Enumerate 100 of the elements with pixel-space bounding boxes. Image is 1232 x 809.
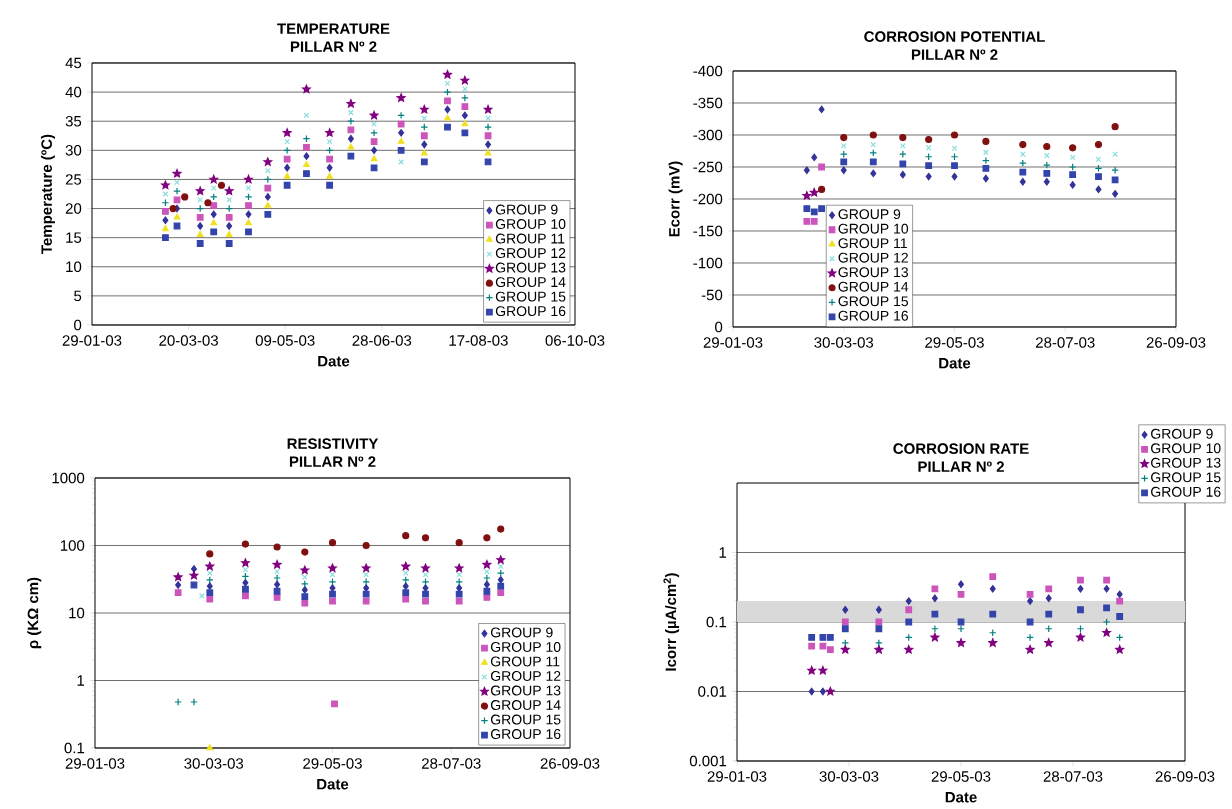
point	[402, 532, 410, 540]
legend-label: GROUP 13	[1151, 457, 1221, 468]
legend-label: GROUP 15	[490, 714, 561, 725]
point	[162, 208, 169, 215]
point	[402, 589, 410, 597]
point	[326, 181, 334, 189]
point	[443, 88, 452, 96]
x-tick-label: 26-09-03	[1155, 771, 1215, 782]
point	[347, 134, 354, 143]
point	[325, 128, 335, 137]
point	[802, 191, 812, 200]
point	[347, 117, 355, 126]
point	[371, 146, 378, 155]
point	[347, 152, 355, 160]
point	[460, 75, 470, 85]
point	[1043, 152, 1050, 159]
point	[422, 571, 429, 578]
point	[875, 605, 882, 614]
point	[930, 632, 940, 642]
point	[204, 199, 212, 207]
point	[210, 185, 217, 192]
point	[402, 582, 409, 590]
point	[1026, 633, 1034, 642]
y-tick-label: 10	[69, 607, 85, 619]
point	[483, 574, 491, 582]
y-tick-label: 0	[715, 321, 723, 333]
point	[818, 163, 826, 171]
point	[1112, 190, 1119, 198]
point	[869, 149, 878, 157]
point	[455, 590, 463, 598]
point	[217, 181, 226, 189]
point	[348, 109, 354, 116]
point	[484, 158, 492, 166]
y-tick-label: 0.1	[64, 742, 85, 754]
point	[483, 534, 491, 542]
point	[282, 128, 292, 137]
x-tick-label: 17-08-03	[449, 335, 508, 346]
point	[362, 541, 370, 550]
point	[346, 99, 356, 108]
y-tick-label: 100	[60, 540, 85, 551]
point	[1077, 576, 1084, 584]
point	[951, 172, 958, 181]
point	[484, 132, 492, 140]
point	[870, 169, 877, 178]
chart-title: RESISTIVITY	[287, 438, 379, 449]
x-tick-label: 09-05-03	[255, 335, 315, 346]
y-tick-label: 30	[65, 145, 82, 156]
point	[825, 686, 835, 696]
point	[347, 143, 355, 150]
legend-label: GROUP 13	[838, 267, 909, 278]
point	[195, 186, 205, 195]
point	[274, 580, 281, 589]
x-axis-title: Date	[318, 356, 350, 367]
point	[840, 166, 847, 174]
x-tick-label: 29-01-03	[62, 335, 122, 346]
point	[483, 104, 493, 114]
point	[1045, 594, 1052, 603]
point	[982, 137, 990, 145]
point	[1027, 597, 1034, 605]
point	[1095, 173, 1102, 180]
x-tick-label: 28-07-03	[1035, 337, 1095, 348]
point	[1116, 597, 1124, 605]
y-tick-label: -100	[693, 257, 723, 269]
point	[444, 123, 451, 131]
point	[225, 230, 233, 237]
point	[497, 563, 504, 570]
point	[444, 80, 451, 87]
point	[841, 639, 850, 647]
point	[241, 558, 250, 567]
point	[444, 105, 451, 114]
legend-label: GROUP 12	[495, 248, 566, 259]
x-tick-label: 30-03-03	[814, 337, 874, 348]
point	[899, 170, 906, 179]
legend-label: GROUP 14	[495, 277, 566, 288]
point	[484, 568, 490, 575]
point	[206, 582, 213, 590]
point	[819, 642, 827, 650]
point	[283, 146, 291, 155]
chart-title: TEMPERATURE	[277, 23, 390, 34]
point	[818, 205, 826, 212]
point	[245, 210, 252, 219]
point	[1103, 585, 1110, 593]
point	[1026, 590, 1034, 598]
point	[173, 572, 183, 581]
x-axis-title: Date	[945, 792, 977, 803]
x-axis-title: Date	[939, 358, 971, 369]
y-axis-title: ρ (KΩ cm)	[27, 577, 42, 649]
y-tick-label: 25	[65, 174, 82, 185]
point	[329, 584, 336, 592]
point	[363, 584, 370, 592]
y-tick-label: 20	[65, 203, 82, 214]
point	[808, 687, 815, 696]
point	[485, 115, 491, 122]
y-tick-label: 0.1	[706, 616, 727, 628]
point	[819, 634, 827, 641]
point	[209, 193, 218, 201]
x-tick-label: 29-01-03	[703, 337, 763, 348]
point	[328, 539, 337, 547]
point	[174, 698, 182, 706]
point	[1095, 156, 1102, 163]
